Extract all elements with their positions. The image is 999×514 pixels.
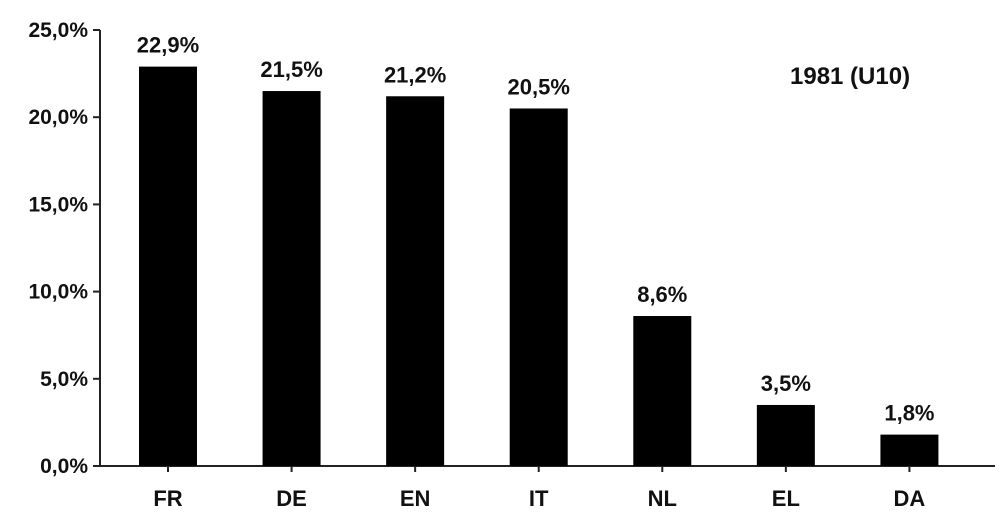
- bar-en: [386, 96, 445, 466]
- x-axis-labels: FR DE EN IT NL EL DA: [153, 466, 925, 511]
- data-label-en: 21,2%: [384, 62, 446, 87]
- x-tick-label-it: IT: [529, 486, 549, 511]
- x-tick-label-el: EL: [772, 486, 800, 511]
- data-label-fr: 22,9%: [137, 33, 199, 58]
- bar-nl: [633, 316, 692, 466]
- y-tick-label: 10,0%: [28, 281, 88, 304]
- y-tick-label: 5,0%: [40, 368, 88, 391]
- data-label-da: 1,8%: [884, 401, 934, 426]
- x-tick-label-en: EN: [400, 486, 431, 511]
- data-label-nl: 8,6%: [637, 282, 687, 307]
- bar-de: [262, 91, 321, 466]
- data-label-el: 3,5%: [761, 371, 811, 396]
- x-tick-label-fr: FR: [153, 486, 182, 511]
- bar-it: [509, 108, 568, 466]
- y-tick-label: 0,0%: [40, 455, 88, 478]
- bar-fr: [139, 66, 197, 467]
- x-tick-label-da: DA: [894, 486, 926, 511]
- chart-annotation: 1981 (U10): [790, 63, 910, 90]
- bar-da: [880, 434, 939, 466]
- bars: [139, 66, 939, 467]
- y-tick-label: 25,0%: [28, 19, 88, 42]
- x-tick-label-nl: NL: [648, 486, 677, 511]
- data-label-de: 21,5%: [260, 57, 322, 82]
- x-tick-label-de: DE: [276, 486, 307, 511]
- y-tick-label: 15,0%: [28, 193, 88, 216]
- data-label-it: 20,5%: [508, 74, 570, 99]
- y-tick-label: 20,0%: [28, 106, 88, 129]
- bar-el: [756, 404, 815, 466]
- y-axis-ticks: 0,0% 5,0% 10,0% 15,0% 20,0% 25,0%: [28, 19, 100, 478]
- data-labels: 22,9% 21,5% 21,2% 20,5% 8,6% 3,5% 1,8%: [137, 33, 935, 426]
